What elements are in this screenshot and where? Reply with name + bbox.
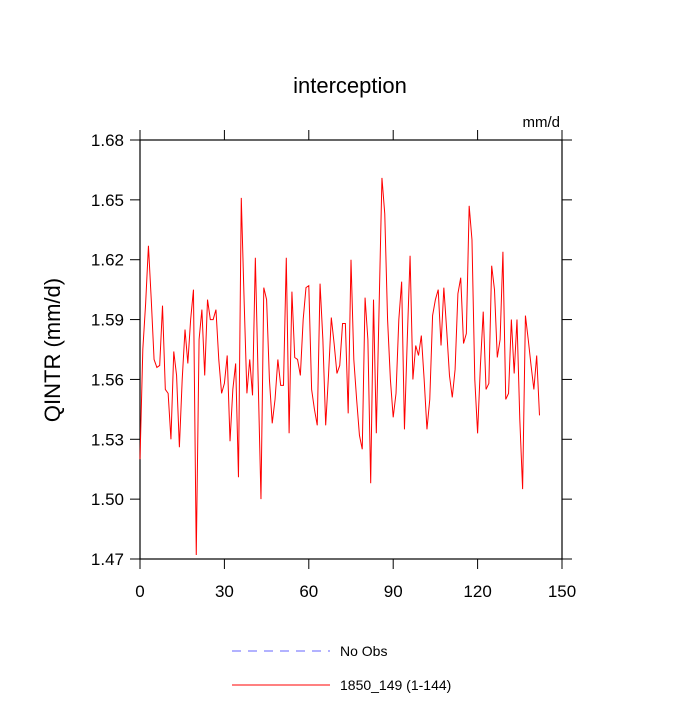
x-tick-label: 0 <box>135 582 144 601</box>
y-tick-label: 1.65 <box>91 191 124 210</box>
x-tick-label: 120 <box>463 582 491 601</box>
y-axis-label: QINTR (mm/d) <box>40 278 65 422</box>
units-label: mm/d <box>523 114 561 131</box>
chart-title: interception <box>293 73 407 98</box>
y-tick-label: 1.53 <box>91 430 124 449</box>
x-tick-label: 60 <box>299 582 318 601</box>
legend-label: No Obs <box>340 643 387 659</box>
y-tick-label: 1.62 <box>91 251 124 270</box>
x-tick-label: 150 <box>548 582 576 601</box>
legend-label: 1850_149 (1-144) <box>340 677 451 693</box>
x-tick-label: 30 <box>215 582 234 601</box>
y-tick-label: 1.50 <box>91 490 124 509</box>
data-line <box>139 177 540 556</box>
x-tick-label: 90 <box>384 582 403 601</box>
y-tick-label: 1.68 <box>91 131 124 150</box>
y-tick-label: 1.47 <box>91 550 124 569</box>
y-tick-label: 1.56 <box>91 370 124 389</box>
plot-frame <box>139 139 563 560</box>
y-tick-label: 1.59 <box>91 311 124 330</box>
